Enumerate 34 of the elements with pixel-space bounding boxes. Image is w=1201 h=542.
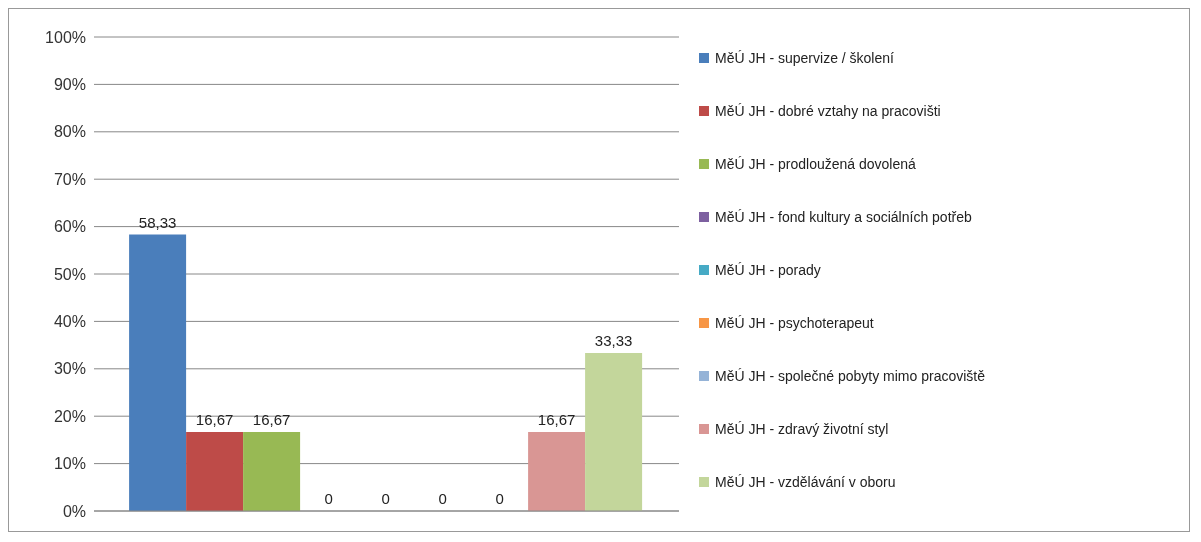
y-tick-label: 50% (53, 265, 86, 283)
legend-label: MěÚ JH - porady (715, 262, 821, 278)
y-tick-label: 80% (53, 123, 86, 141)
y-tick-label: 20% (53, 407, 86, 425)
data-label: 0 (495, 489, 504, 507)
y-tick-label: 90% (53, 76, 86, 94)
y-tick-label: 70% (53, 170, 86, 188)
y-tick-label: 30% (53, 360, 86, 378)
legend-label: MěÚ JH - supervize / školení (715, 50, 894, 66)
y-tick-label: 10% (53, 455, 86, 473)
legend-label: MěÚ JH - fond kultury a sociálních potřeb (715, 209, 972, 225)
bar (243, 431, 301, 511)
y-tick-label: 0% (62, 502, 86, 520)
data-label: 58,33 (138, 213, 177, 231)
y-tick-label: 100% (45, 28, 86, 46)
data-label: 16,67 (252, 410, 291, 428)
data-label: 0 (324, 489, 333, 507)
bar (585, 353, 643, 511)
legend-label: MěÚ JH - zdravý životní styl (715, 421, 889, 437)
legend-label: MěÚ JH - prodloužená dovolená (715, 156, 916, 172)
bar (129, 234, 187, 511)
data-label: 16,67 (195, 410, 234, 428)
legend-label: MěÚ JH - společné pobyty mimo pracoviště (715, 368, 985, 384)
legend-label: MěÚ JH - psychoterapeut (715, 315, 874, 331)
data-label: 33,33 (594, 332, 633, 350)
y-tick-label: 40% (53, 313, 86, 331)
legend-label: MěÚ JH - vzdělávání v oboru (715, 474, 896, 490)
bar (186, 431, 244, 511)
y-tick-label: 60% (53, 218, 86, 236)
data-label: 0 (438, 489, 447, 507)
bar (528, 431, 586, 511)
data-label: 16,67 (537, 410, 576, 428)
legend-label: MěÚ JH - dobré vztahy na pracovišti (715, 103, 941, 119)
data-label: 0 (381, 489, 390, 507)
